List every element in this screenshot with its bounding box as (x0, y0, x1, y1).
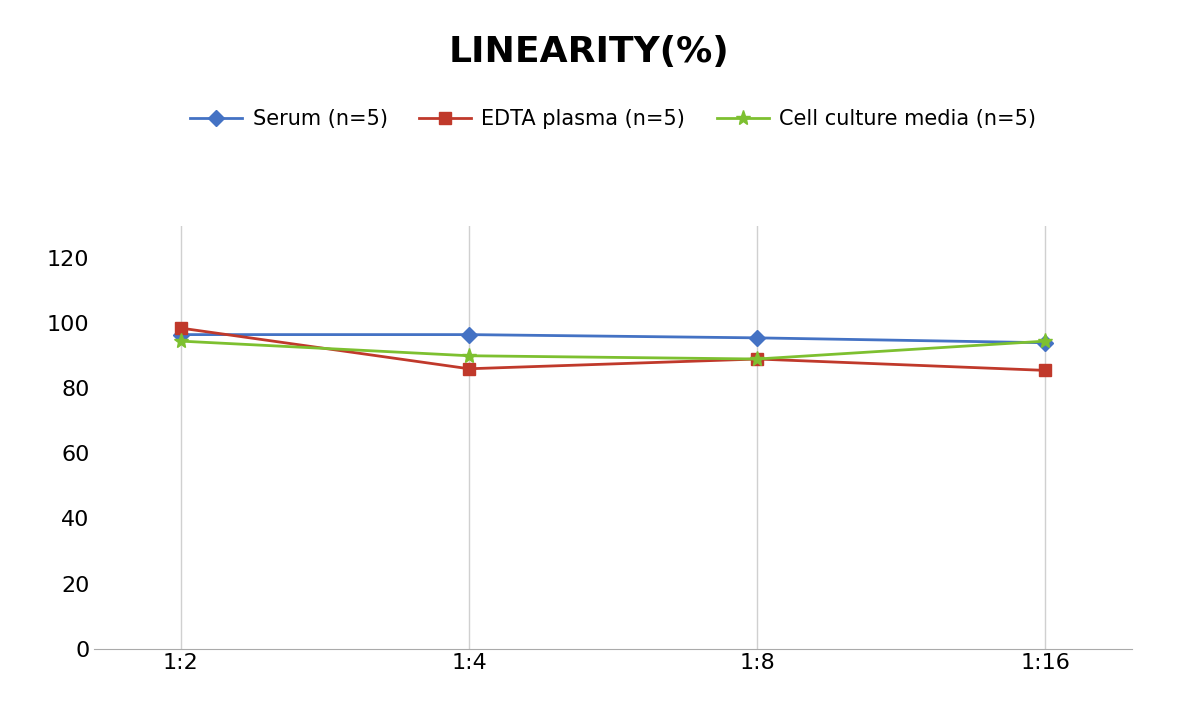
Text: LINEARITY(%): LINEARITY(%) (449, 35, 730, 69)
Legend: Serum (n=5), EDTA plasma (n=5), Cell culture media (n=5): Serum (n=5), EDTA plasma (n=5), Cell cul… (182, 101, 1045, 137)
